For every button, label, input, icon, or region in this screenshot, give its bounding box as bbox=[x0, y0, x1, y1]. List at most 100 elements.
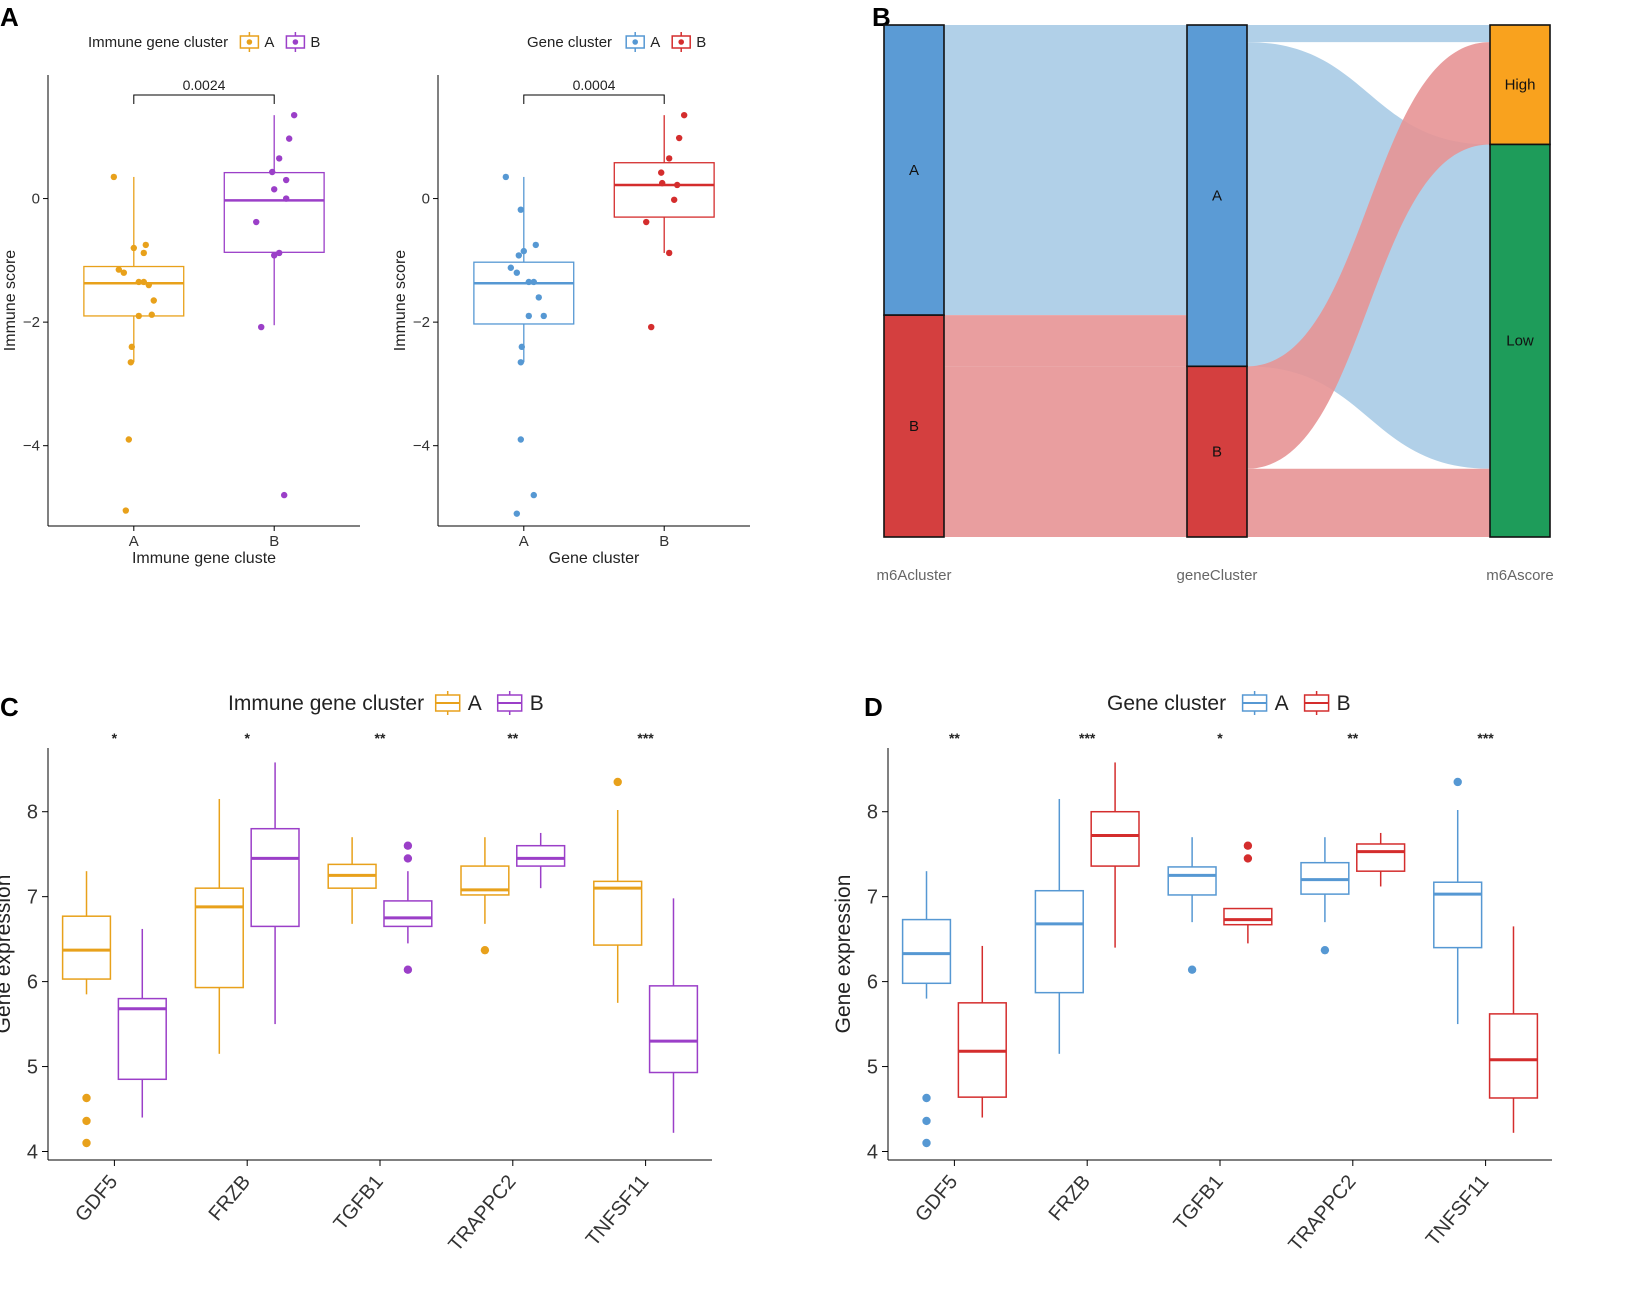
legend-entry-A: A bbox=[468, 692, 482, 715]
y-tick-label: −2 bbox=[23, 314, 40, 331]
data-point bbox=[253, 218, 260, 226]
box-frzb-a bbox=[1034, 889, 1084, 994]
y-tick-label: 8 bbox=[867, 802, 878, 824]
data-point bbox=[280, 491, 288, 499]
data-point bbox=[142, 241, 149, 249]
significance-marker: ** bbox=[507, 730, 518, 746]
data-point bbox=[673, 181, 681, 189]
outlier-point bbox=[403, 854, 413, 863]
node-label: High bbox=[1505, 77, 1536, 94]
data-point bbox=[115, 266, 123, 273]
legend-key-dot bbox=[632, 39, 638, 45]
outlier-point bbox=[82, 1093, 91, 1103]
node-genecluster-b bbox=[1186, 365, 1248, 538]
outlier-point bbox=[403, 965, 413, 974]
box-tnfsf11-b bbox=[648, 985, 699, 1074]
y-axis-title: Gene expression bbox=[0, 875, 15, 1034]
outlier-point bbox=[922, 1116, 931, 1126]
data-point bbox=[285, 135, 293, 142]
x-tick-label-tgfb1: TGFB1 bbox=[330, 1171, 388, 1235]
significance-bracket bbox=[523, 94, 665, 104]
data-point bbox=[665, 155, 673, 162]
x-tick-label-trappc2: TRAPPC2 bbox=[444, 1171, 520, 1256]
legend-entry-B: B bbox=[696, 34, 706, 51]
flow-b-to-b bbox=[944, 366, 1187, 537]
outlier-point bbox=[922, 1093, 931, 1103]
box-tgfb1-b bbox=[1223, 907, 1273, 926]
y-axis-title: Gene expression bbox=[832, 875, 855, 1034]
data-point bbox=[530, 491, 537, 499]
y-tick-label: 6 bbox=[27, 972, 38, 994]
node-m6ascore-high bbox=[1489, 24, 1551, 146]
data-point bbox=[513, 269, 521, 276]
data-point bbox=[148, 311, 155, 318]
data-point bbox=[150, 297, 157, 304]
data-point bbox=[517, 359, 525, 366]
box-trappc2-b bbox=[516, 844, 566, 867]
data-point bbox=[140, 278, 147, 286]
data-point bbox=[525, 312, 532, 320]
significance-marker: ** bbox=[375, 730, 386, 746]
box-tnfsf11-a bbox=[593, 880, 643, 946]
box-frzb-a bbox=[194, 887, 244, 989]
significance-marker: * bbox=[1217, 730, 1223, 746]
significance-marker: *** bbox=[1477, 730, 1494, 746]
data-point bbox=[282, 195, 290, 202]
outlier-point bbox=[1187, 965, 1197, 974]
outlier-point bbox=[1320, 945, 1330, 955]
node-m6ascore-low bbox=[1489, 143, 1551, 538]
legend-title: Immune gene cluster bbox=[228, 692, 424, 715]
x-tick-label-tnfsf11: TNFSF11 bbox=[582, 1171, 654, 1250]
data-point bbox=[525, 278, 532, 286]
data-point bbox=[282, 176, 290, 184]
legend-entry-B: B bbox=[1337, 692, 1351, 715]
flow-a-to-a bbox=[944, 25, 1187, 316]
legend-title: Immune gene cluster bbox=[88, 34, 228, 51]
data-point bbox=[130, 244, 137, 252]
data-point bbox=[648, 323, 655, 331]
x-tick-label-tgfb1: TGFB1 bbox=[1170, 1171, 1228, 1235]
box-trappc2-b bbox=[1356, 843, 1406, 872]
data-point bbox=[659, 179, 666, 187]
outlier-point bbox=[480, 945, 490, 955]
data-point bbox=[275, 155, 283, 162]
node-label: B bbox=[1212, 444, 1222, 461]
box-gdf5-a bbox=[61, 915, 112, 980]
legend-key-dot bbox=[292, 39, 299, 45]
outlier-point bbox=[1243, 841, 1253, 850]
legend-entry-A: A bbox=[650, 34, 660, 51]
immune-score-by-gene-cluster-plot: 0 −2 −4 A B Gene cluster Immune score 0.0004 Gen… bbox=[392, 32, 750, 567]
x-axis-title: Gene cluster bbox=[549, 550, 640, 567]
significance-marker: * bbox=[112, 730, 118, 746]
node-label: A bbox=[1212, 188, 1222, 205]
data-point bbox=[135, 312, 142, 320]
box-trappc2-a bbox=[460, 865, 510, 896]
node-label: B bbox=[909, 418, 919, 435]
x-tick-label-frzb: FRZB bbox=[205, 1171, 255, 1225]
data-point bbox=[271, 186, 278, 193]
x-tick-label-gdf5: GDF5 bbox=[911, 1171, 962, 1226]
legend-key-dot bbox=[678, 39, 684, 45]
legend-title: Gene cluster bbox=[527, 34, 612, 51]
outlier-point bbox=[403, 841, 413, 850]
significance-marker: ** bbox=[949, 730, 960, 746]
data-point bbox=[125, 436, 133, 443]
data-point bbox=[275, 249, 283, 257]
data-point bbox=[135, 278, 142, 286]
y-tick-label: 8 bbox=[27, 802, 38, 824]
data-point bbox=[675, 134, 683, 142]
y-tick-label: −2 bbox=[413, 314, 430, 331]
legend-entry-B: B bbox=[310, 34, 320, 51]
data-point bbox=[540, 312, 547, 320]
legend-entry-A: A bbox=[1275, 692, 1289, 715]
y-tick-label: −4 bbox=[23, 438, 40, 455]
data-point bbox=[290, 111, 298, 119]
data-point bbox=[269, 168, 276, 176]
panel-label-c: C bbox=[0, 692, 19, 722]
data-point bbox=[110, 173, 118, 181]
data-point bbox=[145, 281, 152, 289]
data-point bbox=[535, 294, 542, 301]
panel-label-a: A bbox=[0, 2, 19, 32]
flow-b-to-high bbox=[1247, 42, 1490, 469]
